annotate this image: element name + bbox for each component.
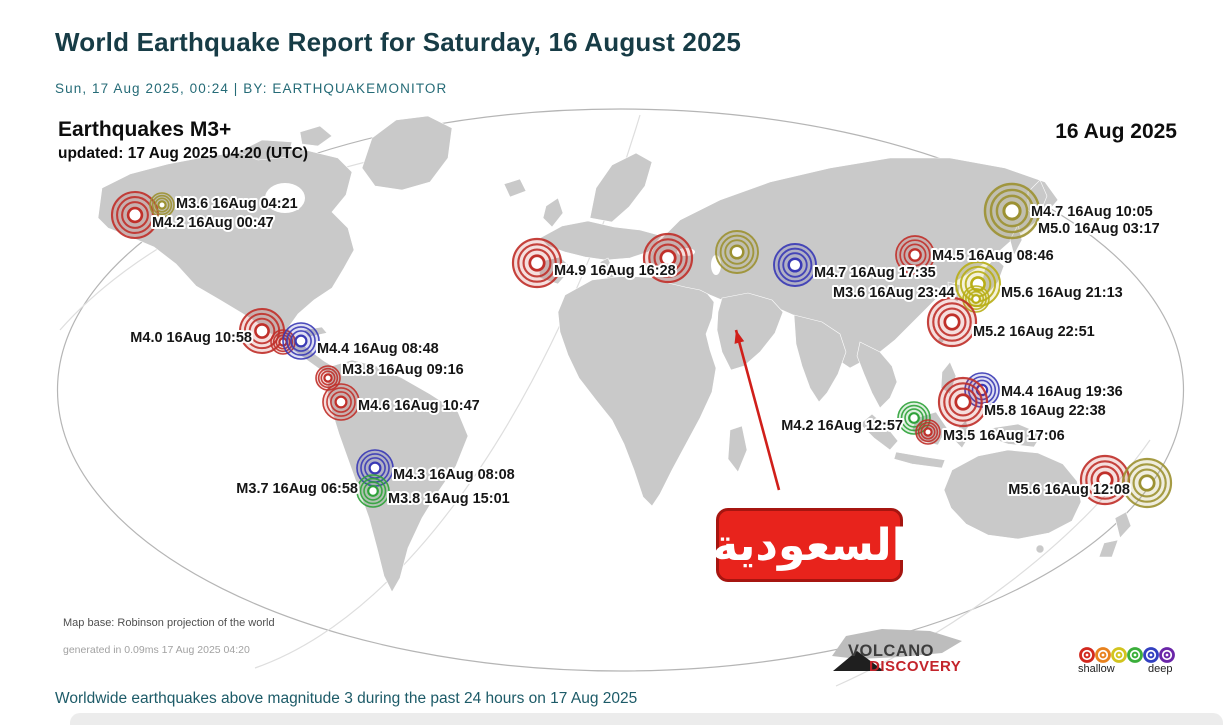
quake-marker bbox=[356, 474, 390, 508]
quake-marker bbox=[110, 190, 160, 240]
saudi-arabia-callout-text: السعودية bbox=[712, 519, 907, 571]
annotation-arrow bbox=[734, 329, 781, 491]
legend-depth-ring bbox=[1079, 647, 1095, 663]
depth-legend-circles bbox=[1079, 647, 1175, 663]
quake-label: M4.2 16Aug 00:47 bbox=[152, 215, 274, 231]
landmass-south-america bbox=[326, 359, 469, 593]
depth-legend: shallow deep bbox=[1078, 647, 1175, 675]
arrow-head bbox=[734, 330, 745, 344]
quake-marker bbox=[315, 365, 341, 391]
landmass-europe bbox=[539, 220, 663, 261]
quake-marker bbox=[511, 237, 563, 289]
legend-deep-label: deep bbox=[1148, 663, 1172, 675]
landmass-eurasia bbox=[647, 157, 1059, 369]
page-bottom-edge bbox=[70, 713, 1223, 725]
quake-label: M4.2 16Aug 12:57 bbox=[781, 418, 903, 434]
landmass-madagascar bbox=[727, 425, 748, 473]
landmass-new-zealand bbox=[1098, 539, 1119, 558]
hudson-bay bbox=[265, 183, 305, 213]
quake-marker bbox=[897, 401, 931, 435]
legend-depth-ring bbox=[1095, 647, 1111, 663]
logo-background-shape bbox=[832, 629, 962, 659]
legend-depth-ring bbox=[1127, 647, 1143, 663]
quake-label: M3.6 16Aug 04:21 bbox=[176, 196, 298, 212]
quake-label: M4.5 16Aug 08:46 bbox=[932, 248, 1054, 264]
landmass-sumatra bbox=[859, 413, 899, 451]
legend-depth-ring bbox=[1143, 647, 1159, 663]
saudi-arabia-callout: السعودية bbox=[712, 508, 907, 582]
legend-depth-ring bbox=[1159, 647, 1175, 663]
landmass-scandinavia bbox=[589, 152, 653, 223]
quake-markers-layer bbox=[110, 182, 1173, 509]
landmass-australia bbox=[943, 449, 1082, 540]
landmass-new-guinea bbox=[989, 423, 1043, 448]
quake-label: M3.8 16Aug 09:16 bbox=[342, 362, 464, 378]
quake-label: M4.4 16Aug 08:48 bbox=[317, 341, 439, 357]
quake-marker bbox=[642, 232, 694, 284]
legend-shallow-label: shallow bbox=[1078, 663, 1115, 675]
volcano-icon bbox=[833, 651, 884, 671]
quake-labels-layer: M3.6 16Aug 04:21 M4.2 16Aug 00:47 M4.7 16A… bbox=[128, 194, 1161, 509]
logo-text-discovery: DISCOVERY bbox=[869, 658, 961, 675]
quake-label: M4.6 16Aug 10:47 bbox=[358, 398, 480, 414]
logo-text-volcano: VOLCANO bbox=[848, 642, 934, 660]
quake-label: M5.2 16Aug 22:51 bbox=[973, 324, 1095, 340]
quake-label: M4.4 16Aug 19:36 bbox=[1001, 384, 1123, 400]
arctic-islands bbox=[237, 139, 293, 161]
map-updated: updated: 17 Aug 2025 04:20 (UTC) bbox=[58, 145, 308, 162]
quake-label: M5.6 16Aug 21:13 bbox=[1001, 285, 1123, 301]
quake-label: M4.0 16Aug 10:58 bbox=[130, 330, 252, 346]
quake-marker bbox=[282, 322, 320, 360]
map-date: 16 Aug 2025 bbox=[1055, 120, 1177, 143]
landmass-java bbox=[893, 451, 946, 469]
map-generated-note: generated in 0.09ms 17 Aug 2025 04:20 bbox=[63, 644, 250, 656]
landmass-india bbox=[793, 314, 847, 403]
quake-label: M4.7 16Aug 17:35 bbox=[814, 265, 936, 281]
landmass-tasmania bbox=[1035, 544, 1045, 554]
quake-label: M4.3 16Aug 08:08 bbox=[393, 467, 515, 483]
quake-marker bbox=[1121, 457, 1173, 509]
quake-label: M3.7 16Aug 06:58 bbox=[236, 481, 358, 497]
landmass-uk bbox=[542, 197, 564, 228]
map-base-note: Map base: Robinson projection of the wor… bbox=[63, 617, 275, 629]
legend-depth-ring bbox=[1111, 647, 1127, 663]
quake-label: M4.7 16Aug 10:05 bbox=[1031, 204, 1153, 220]
quake-label: M3.6 16Aug 23:44 bbox=[833, 285, 955, 301]
quake-label: M4.9 16Aug 16:28 bbox=[554, 263, 676, 279]
landmass-greenland bbox=[361, 115, 453, 191]
quake-marker bbox=[983, 182, 1041, 240]
quake-label: M3.8 16Aug 15:01 bbox=[388, 491, 510, 507]
volcano-discovery-logo: VOLCANO DISCOVERY bbox=[832, 629, 962, 675]
landmass-arabia bbox=[716, 292, 784, 371]
landmass-indochina bbox=[856, 341, 898, 409]
quake-marker bbox=[937, 376, 989, 428]
landmass-new-zealand bbox=[1114, 511, 1132, 539]
quake-marker bbox=[149, 192, 175, 218]
landmass-sulawesi bbox=[953, 419, 971, 449]
map-title: Earthquakes M3+ bbox=[58, 118, 231, 141]
quake-label: M5.0 16Aug 03:17 bbox=[1038, 221, 1160, 237]
quake-label: M5.6 16Aug 12:08 bbox=[1008, 482, 1130, 498]
quake-marker bbox=[772, 242, 818, 288]
quake-marker bbox=[895, 235, 935, 275]
arrow-shaft bbox=[734, 329, 781, 491]
byline: Sun, 17 Aug 2025, 00:24 | BY: EARTHQUAKE… bbox=[55, 81, 448, 96]
quake-marker bbox=[714, 229, 760, 275]
page-title: World Earthquake Report for Saturday, 16… bbox=[55, 27, 742, 57]
arctic-islands bbox=[299, 125, 333, 147]
caption: Worldwide earthquakes above magnitude 3 … bbox=[55, 690, 638, 707]
quake-label: M5.8 16Aug 22:38 bbox=[984, 403, 1106, 419]
quake-marker bbox=[926, 296, 978, 348]
quake-label: M3.5 16Aug 17:06 bbox=[943, 428, 1065, 444]
quake-marker bbox=[915, 419, 941, 445]
landmass-iceland bbox=[503, 178, 527, 198]
quake-marker bbox=[1079, 454, 1131, 506]
landmass-sakhalin bbox=[1009, 224, 1023, 256]
quake-marker bbox=[322, 383, 360, 421]
